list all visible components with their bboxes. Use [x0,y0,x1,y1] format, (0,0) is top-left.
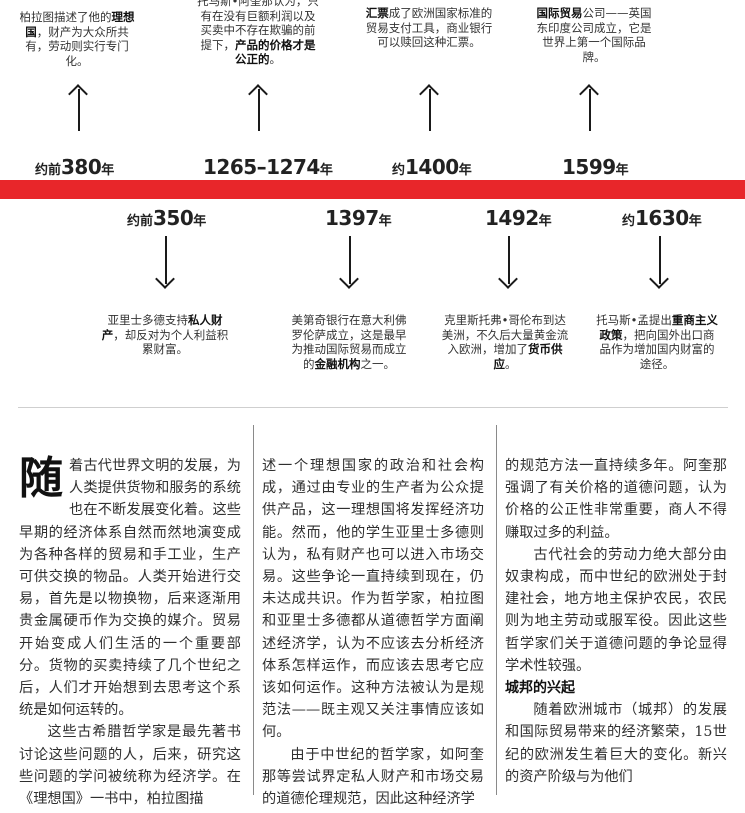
column-rule [496,425,497,795]
article-column-3: 的规范方法一直持续多年。阿奎那强调了有关价格的道德问题，认为价格的公正性非常重要… [505,455,727,788]
timeline-text-1397: 美第奇银行在意大利佛罗伦萨成立，这是最早为推动国际贸易而成立的金融机构之一。 [291,313,407,371]
section-heading: 城邦的兴起 [505,680,575,697]
paragraph: 这些古希腊哲学家是最先著书讨论这些问题的人，后来，研究这些问题的学问被统称为经济… [19,724,241,808]
arrow-down-icon [649,236,671,289]
timeline-text-1492: 克里斯托弗•哥伦布到达美洲，不久后大量黄金流入欧洲，增加了货币供应。 [441,313,569,371]
arrow-up-icon [248,84,270,131]
timeline-year-1400: 约1400年 [392,155,472,179]
timeline-text-380bc: 柏拉图描述了他的理想国，财产为大众所共有，劳动则实行专门化。 [19,10,135,68]
timeline-year-380bc: 约前380年 [35,155,115,179]
timeline-year-1599: 1599年 [562,155,629,179]
timeline-year-1492: 1492年 [485,206,552,230]
arrow-up-icon [419,84,441,131]
timeline-year-1397: 1397年 [325,206,392,230]
section-divider [18,407,728,408]
drop-cap: 随 [19,453,63,504]
arrow-down-icon [155,236,177,289]
timeline-text-1630: 托马斯•孟提出重商主义政策，把向国外出口商品作为增加国内财富的途径。 [596,313,718,371]
arrow-up-icon [68,84,90,131]
arrow-up-icon [579,84,601,131]
column-rule [253,425,254,795]
arrow-down-icon [498,236,520,289]
timeline-year-1630: 约1630年 [622,206,702,230]
article-column-2: 述一个理想国家的政治和社会构成，通过由专业的生产者为公众提供产品，这一理想国将发… [262,455,484,810]
paragraph: 由于中世纪的哲学家，如阿奎那等尝试界定私人财产和市场交易的道德伦理规范，因此这种… [262,746,484,808]
paragraph: 着古代世界文明的发展，为人类提供货物和服务的系统也在不断发展变化着。这些早期的经… [19,458,241,719]
timeline-bar [0,180,745,199]
paragraph: 述一个理想国家的政治和社会构成，通过由专业的生产者为公众提供产品，这一理想国将发… [262,458,484,741]
timeline-text-1265: 托马斯•阿奎那认为，只有在没有巨额利润以及买卖中不存在欺骗的前提下，产品的价格才… [197,0,319,66]
paragraph: 随着欧洲城市（城邦）的发展和国际贸易带来的经济繁荣，15世纪的欧洲发生着巨大的变… [505,702,727,785]
paragraph: 古代社会的劳动力绝大部分由奴隶构成，而中世纪的欧洲处于封建社会，地方地主保护农民… [505,546,727,674]
timeline-year-1265: 1265–1274年 [203,155,333,179]
timeline-text-1599: 国际贸易公司——英国东印度公司成立，它是世界上第一个国际品牌。 [536,6,652,64]
article-column-1: 随着古代世界文明的发展，为人类提供货物和服务的系统也在不断发展变化着。这些早期的… [19,455,241,810]
timeline-year-350bc: 约前350年 [127,206,207,230]
timeline-text-350bc: 亚里士多德支持私人财产，却反对为个人利益积累财富。 [101,313,229,356]
arrow-down-icon [339,236,361,289]
paragraph: 的规范方法一直持续多年。阿奎那强调了有关价格的道德问题，认为价格的公正性非常重要… [505,458,727,541]
timeline-text-1400: 汇票成了欧洲国家标准的贸易支付工具，商业银行可以赎回这种汇票。 [365,6,493,49]
